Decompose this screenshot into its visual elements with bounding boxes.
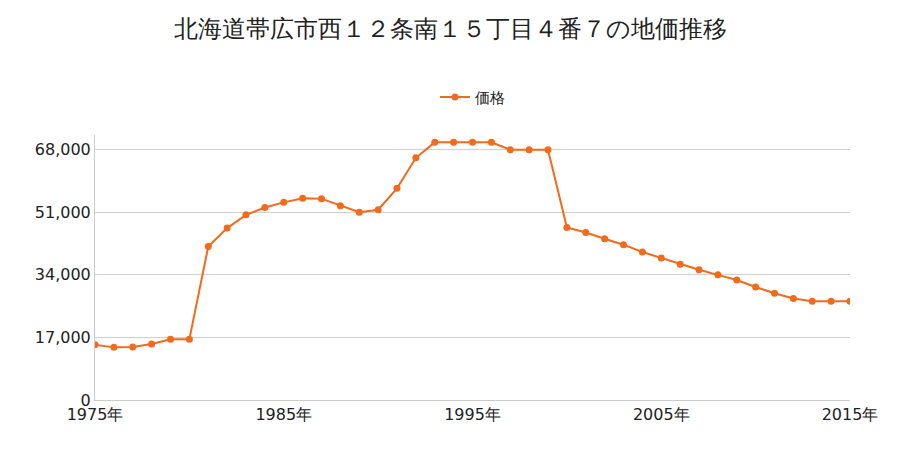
svg-text:0: 0 xyxy=(81,391,91,410)
svg-text:価格: 価格 xyxy=(475,89,505,107)
svg-text:2015年: 2015年 xyxy=(822,405,879,424)
svg-text:2005年: 2005年 xyxy=(633,405,690,424)
svg-text:1985年: 1985年 xyxy=(255,405,312,424)
svg-text:1995年: 1995年 xyxy=(444,405,501,424)
svg-text:北海道帯広市西１２条南１５丁目４番７の地価推移: 北海道帯広市西１２条南１５丁目４番７の地価推移 xyxy=(174,15,727,43)
svg-text:17,000: 17,000 xyxy=(35,328,91,347)
svg-text:68,000: 68,000 xyxy=(35,140,91,159)
svg-text:1975年: 1975年 xyxy=(67,405,124,424)
svg-text:51,000: 51,000 xyxy=(35,203,91,222)
svg-text:34,000: 34,000 xyxy=(35,265,91,284)
